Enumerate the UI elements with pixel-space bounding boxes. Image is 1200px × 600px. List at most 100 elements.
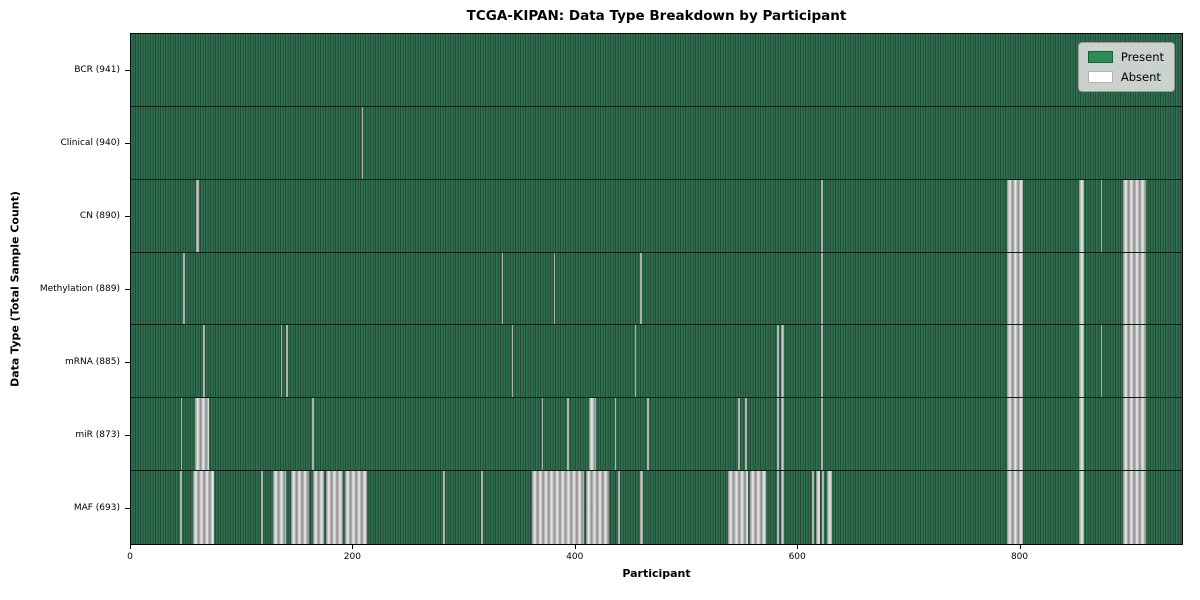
y-tick-label-cn: CN (890) [79, 210, 120, 221]
absent-stripe [815, 471, 821, 544]
absent-stripe [195, 398, 209, 471]
y-tick-mark [125, 362, 130, 364]
absent-stripe [589, 398, 596, 471]
absent-stripe [1100, 325, 1103, 398]
absent-stripe [313, 471, 325, 544]
absent-stripe [776, 398, 780, 471]
y-tick-label-clinical: Clinical (940) [60, 137, 120, 148]
absent-stripe [821, 398, 823, 471]
absent-stripe [781, 471, 784, 544]
x-tick-label: 800 [1010, 552, 1029, 562]
y-tick-mark [125, 435, 130, 437]
absent-stripe [634, 325, 637, 398]
absent-stripe [1006, 252, 1024, 325]
y-tick-mark [125, 289, 130, 290]
absent-stripe [776, 471, 780, 544]
absent-stripe [728, 471, 749, 544]
absent-stripe [750, 471, 766, 544]
present-swatch [1087, 51, 1113, 63]
absent-stripe [822, 471, 824, 544]
y-tick-label-maf: MAF (693) [73, 503, 120, 514]
x-axis-label: Participant [622, 567, 691, 580]
x-tick-mark [797, 545, 799, 549]
row-bcr [131, 34, 1182, 107]
absent-stripe [326, 471, 343, 544]
absent-stripe [776, 325, 780, 398]
absent-stripe [193, 471, 215, 544]
absent-stripe [1078, 398, 1085, 471]
x-tick-label: 0 [127, 552, 133, 562]
x-tick-mark [352, 545, 354, 549]
absent-stripe [1006, 398, 1024, 471]
absent-stripe [286, 325, 288, 398]
absent-stripe [618, 471, 621, 544]
absent-stripe [1100, 179, 1103, 252]
absent-stripe [1123, 179, 1147, 252]
absent-stripe [1123, 252, 1147, 325]
absent-stripe [647, 398, 650, 471]
absent-stripe [196, 179, 199, 252]
absent-stripe [501, 252, 504, 325]
absent-stripe [781, 398, 784, 471]
absent-stripe [273, 471, 287, 544]
absent-stripe [826, 471, 833, 544]
absent-stripe [1123, 398, 1147, 471]
x-tick-mark [130, 545, 131, 549]
absent-stripe [567, 398, 569, 471]
absent-stripe [553, 252, 556, 325]
absent-stripe [183, 252, 185, 325]
absent-stripe [821, 325, 823, 398]
legend-label-absent: Absent [1120, 70, 1161, 84]
absent-stripe [260, 471, 264, 544]
legend: Present Absent [1077, 42, 1175, 92]
absent-stripe [640, 252, 642, 325]
absent-swatch [1087, 71, 1113, 83]
y-tick-mark [125, 142, 130, 144]
absent-stripe [586, 471, 610, 544]
legend-entry-present: Present [1087, 50, 1164, 64]
absent-stripe [1006, 471, 1024, 544]
plot-area: Present Absent [130, 33, 1183, 545]
absent-stripe [361, 106, 364, 179]
legend-label-present: Present [1120, 50, 1164, 64]
absent-stripe [1078, 179, 1085, 252]
chart-title: TCGA-KIPAN: Data Type Breakdown by Parti… [466, 8, 847, 24]
absent-stripe [821, 252, 823, 325]
absent-stripe [738, 398, 740, 471]
absent-stripe [180, 398, 183, 471]
y-tick-label-bcr: BCR (941) [74, 64, 120, 75]
y-tick-mark [125, 69, 130, 71]
x-tick-label: 400 [566, 552, 584, 562]
x-tick-label: 600 [788, 552, 806, 562]
absent-stripe [511, 325, 514, 398]
absent-stripe [203, 325, 205, 398]
y-tick-mark [125, 508, 130, 510]
absent-stripe [480, 471, 483, 544]
absent-stripe [1006, 325, 1024, 398]
absent-stripe [1078, 325, 1085, 398]
absent-stripe [640, 471, 643, 544]
absent-stripe [1006, 179, 1024, 252]
row-maf [131, 471, 1182, 544]
y-tick-label-mrna: mRNA (885) [65, 357, 120, 368]
absent-stripe [614, 398, 617, 471]
absent-stripe [812, 471, 814, 544]
y-tick-label-methylation: Methylation (889) [39, 284, 120, 294]
x-tick-mark [1019, 545, 1021, 549]
absent-stripe [1078, 471, 1085, 544]
absent-stripe [1123, 325, 1147, 398]
absent-stripe [541, 398, 544, 471]
row-mir [131, 398, 1182, 472]
absent-stripe [1078, 252, 1085, 325]
absent-stripe [311, 398, 315, 471]
absent-stripe [179, 471, 183, 544]
x-tick-label: 200 [343, 552, 361, 562]
absent-stripe [280, 325, 283, 398]
row-methylation [131, 252, 1182, 326]
legend-entry-absent: Absent [1087, 70, 1164, 84]
absent-stripe [744, 398, 747, 471]
absent-stripe [442, 471, 446, 544]
absent-stripe [821, 179, 823, 252]
absent-stripe [345, 471, 368, 544]
